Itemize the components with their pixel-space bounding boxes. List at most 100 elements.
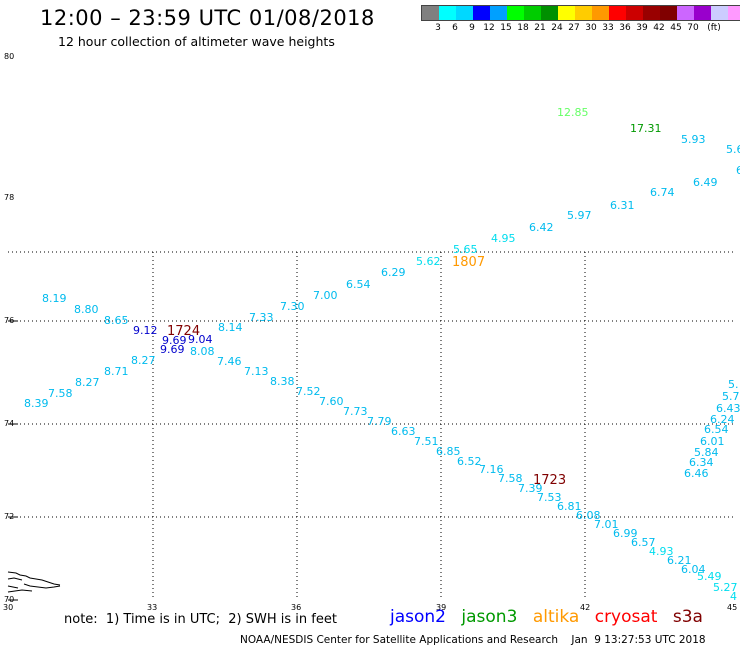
wave-height-label: 6.54 xyxy=(704,423,729,436)
legend-swatch xyxy=(422,6,439,20)
wave-height-label: 6.29 xyxy=(381,266,406,279)
legend-label: 39 xyxy=(636,23,648,33)
legend-label: 15 xyxy=(500,23,512,33)
wave-height-label: 5.65 xyxy=(453,243,478,256)
legend-labels: 3 6 9 12 15 18 21 24 27 30 33 36 39 42 45 70 (ft) xyxy=(421,21,740,35)
wave-height-label: 8.27 xyxy=(131,354,156,367)
wave-height-label: 6.54 xyxy=(346,278,371,291)
wave-height-label: 6.08 xyxy=(576,509,601,522)
legend-label: 36 xyxy=(619,23,631,33)
wave-height-label: 7.01 xyxy=(594,518,619,531)
legend-label: 12 xyxy=(483,23,495,33)
wave-height-label: 6.52 xyxy=(457,455,482,468)
wave-height-label: 7.52 xyxy=(296,385,321,398)
wave-height-label: 6.04 xyxy=(681,563,706,576)
wave-height-label: 7.16 xyxy=(479,463,504,476)
wave-height-label: 9.69 xyxy=(162,334,187,347)
lat-label: 70 xyxy=(4,595,14,604)
wave-height-label: 8.65 xyxy=(104,314,129,327)
pass-time-label: 1723 xyxy=(533,473,566,488)
legend-swatch xyxy=(456,6,473,20)
wave-height-label: 6.43 xyxy=(716,402,740,415)
legend-label: 42 xyxy=(653,23,665,33)
wave-height-label: 8.39 xyxy=(24,397,49,410)
legend-swatch xyxy=(626,6,643,20)
wave-height-label: 7.51 xyxy=(414,435,439,448)
legend-swatch xyxy=(677,6,694,20)
wave-height-label: 7.30 xyxy=(280,300,305,313)
wave-height-label: 6.49 xyxy=(693,176,718,189)
wave-height-label: 7.46 xyxy=(217,355,242,368)
legend-label: 3 xyxy=(435,23,441,33)
pass-times-layer: 1724 1807 1723 xyxy=(167,255,566,488)
wave-height-label: 7.00 xyxy=(313,289,338,302)
wave-height-label: 7.13 xyxy=(244,365,269,378)
wave-height-label: 7.39 xyxy=(518,482,543,495)
footnote: note: 1) Time is in UTC; 2) SWH is in fe… xyxy=(64,612,337,627)
wave-height-label: 7.73 xyxy=(343,405,368,418)
satellite-legend: jason2 jason3 altika cryosat s3a xyxy=(390,607,713,627)
satellite-jason2: jason2 xyxy=(390,607,446,627)
wave-height-label: 6.34 xyxy=(689,456,714,469)
wave-height-label: 5.93 xyxy=(681,133,706,146)
wave-height-label: 5.49 xyxy=(697,570,722,583)
legend-unit: (ft) xyxy=(707,23,721,33)
wave-height-label: 6.63 xyxy=(391,425,416,438)
wave-height-label: 5.97 xyxy=(567,209,592,222)
legend-label: 30 xyxy=(585,23,597,33)
legend-swatch xyxy=(609,6,626,20)
wave-height-label: 8.80 xyxy=(74,303,99,316)
map-title: 12:00 – 23:59 UTC 01/08/2018 xyxy=(40,6,375,30)
lat-label: 76 xyxy=(4,316,14,325)
lon-label: 36 xyxy=(291,603,301,612)
wave-height-label: 9.04 xyxy=(188,333,213,346)
lat-label: 72 xyxy=(4,512,14,521)
coastline-path xyxy=(7,571,61,593)
wave-height-label: 6.46 xyxy=(684,467,709,480)
wave-height-label: 6.74 xyxy=(650,186,675,199)
lon-label: 42 xyxy=(580,603,590,612)
wave-height-label: 8.19 xyxy=(42,292,67,305)
legend-label: 27 xyxy=(568,23,580,33)
legend-swatch xyxy=(643,6,660,20)
legend-swatch xyxy=(711,6,728,20)
legend-label: 70 xyxy=(687,23,699,33)
lat-label: 74 xyxy=(4,419,14,428)
wave-height-label: 6.01 xyxy=(700,435,725,448)
wave-height-label: 5. xyxy=(728,378,739,391)
wave-height-label: 4.93 xyxy=(649,545,674,558)
legend-swatch xyxy=(660,6,677,20)
wave-height-label: 7.33 xyxy=(249,311,274,324)
pass-time-label: 1807 xyxy=(452,255,485,270)
wave-height-label: 7.58 xyxy=(48,387,73,400)
wave-height-label: 6.57 xyxy=(631,536,656,549)
legend-swatch xyxy=(524,6,541,20)
pass-time-label: 1724 xyxy=(167,324,200,339)
observations-layer: 12.85 17.31 5.93 5.6 6 6.74 6.49 6.31 5.97 6.42 4.… xyxy=(24,106,740,603)
wave-height-label: 6 xyxy=(736,164,740,177)
graticule xyxy=(8,251,735,601)
wave-height-label: 5.84 xyxy=(694,446,719,459)
map-subtitle: 12 hour collection of altimeter wave hei… xyxy=(58,34,335,49)
legend-swatch xyxy=(473,6,490,20)
wave-height-label: 9.12 xyxy=(133,324,158,337)
legend-swatch xyxy=(728,6,740,20)
legend-label: 45 xyxy=(670,23,682,33)
wave-height-label: 8.71 xyxy=(104,365,129,378)
wave-height-label: 9.69 xyxy=(160,343,185,356)
wave-height-label: 8.27 xyxy=(75,376,100,389)
legend-swatch xyxy=(541,6,558,20)
wave-height-label: 12.85 xyxy=(557,106,589,119)
wave-height-label: 6.81 xyxy=(557,500,582,513)
legend-swatch xyxy=(439,6,456,20)
satellite-altika: altika xyxy=(532,607,580,627)
wave-height-label: 4.95 xyxy=(491,232,516,245)
wave-height-label: 5.7 xyxy=(722,390,740,403)
satellite-s3a: s3a xyxy=(672,607,703,627)
wave-height-label: 6.31 xyxy=(610,199,635,212)
satellite-jason3: jason3 xyxy=(461,607,518,627)
lon-label: 30 xyxy=(3,603,13,612)
legend-label: 9 xyxy=(469,23,475,33)
legend-swatch xyxy=(507,6,524,20)
